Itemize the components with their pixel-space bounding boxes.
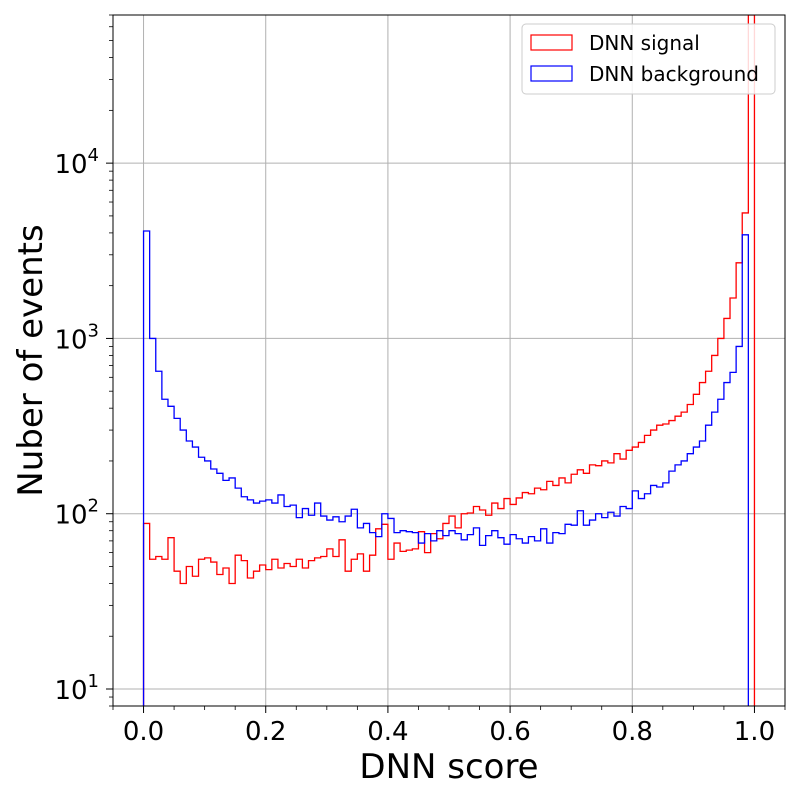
x-tick-label: 0.4	[367, 717, 408, 747]
y-axis-label: Nuber of events	[11, 224, 51, 496]
x-tick-label: 0.0	[123, 717, 164, 747]
legend-swatch-signal	[530, 34, 573, 51]
legend-swatch-background	[530, 65, 573, 82]
y-tick-label: 101	[54, 671, 99, 706]
y-tick-label: 104	[54, 145, 99, 180]
series-layer	[142, 15, 756, 706]
tick-layer: 0.0 0.2 0.4 0.6 0.8 1.0 101 102 103 104	[54, 14, 786, 747]
series-line-0	[142, 15, 756, 706]
legend: DNN signal DNN background	[521, 23, 776, 95]
x-tick-label: 0.8	[612, 717, 653, 747]
axes-frame	[112, 14, 786, 707]
x-tick-label: 0.6	[489, 717, 530, 747]
x-tick-label: 1.0	[734, 717, 775, 747]
y-tick-label: 103	[54, 320, 99, 355]
grid-lines	[113, 15, 785, 706]
x-axis-label: DNN score	[359, 747, 538, 787]
series-line-1	[142, 230, 749, 706]
legend-box	[521, 23, 776, 95]
legend-label-signal: DNN signal	[589, 31, 700, 55]
legend-label-background: DNN background	[589, 62, 759, 86]
y-tick-label: 102	[54, 496, 99, 531]
x-tick-label: 0.2	[245, 717, 286, 747]
